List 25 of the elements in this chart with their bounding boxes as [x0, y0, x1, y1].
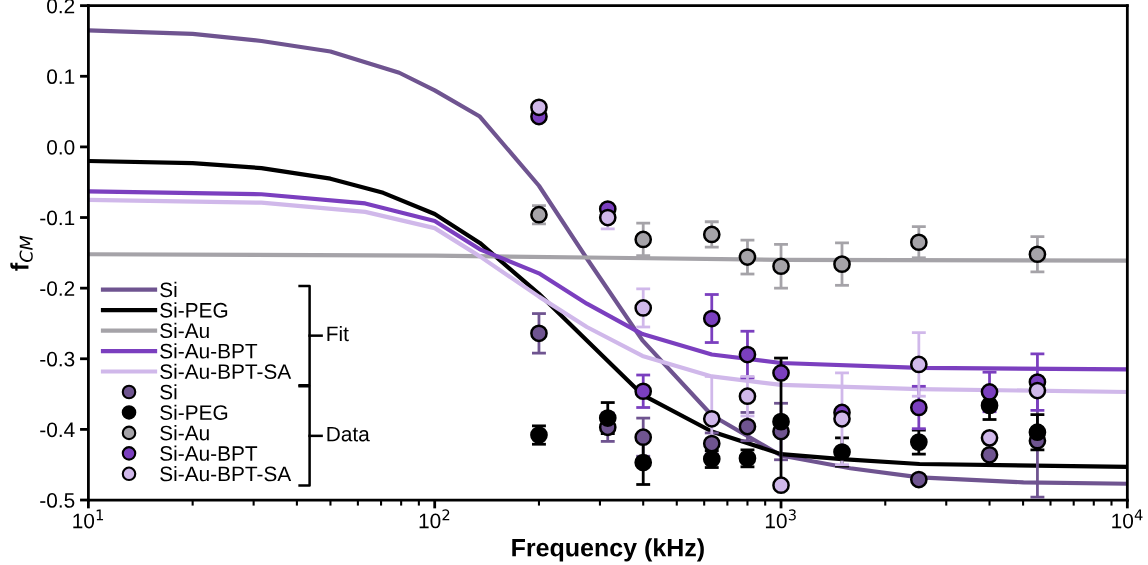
y-tick-label: -0.5 [40, 493, 75, 508]
x-tick-label: 10$^{3}$ [765, 509, 796, 529]
y-tick-label: 0.1 [47, 69, 75, 85]
legend-label: Si-Au-BPT-SA [160, 466, 292, 482]
y-tick-label: -0.4 [40, 422, 75, 438]
y-tick-label: -0.3 [40, 351, 75, 367]
legend-label: Si-Au [160, 425, 209, 441]
y-tick-label: 0.0 [47, 139, 75, 155]
legend-label: Si-Au-BPT-SA [160, 363, 292, 380]
legend-label: Si-Au-BPT [160, 445, 258, 461]
legend-label: Si [160, 281, 177, 298]
annotation: Fit [327, 325, 349, 342]
x-tick-label: 10$^{2}$ [419, 509, 450, 529]
x-tick-label: 10$^{1}$ [73, 509, 104, 529]
legend-label: Si-Au [160, 322, 209, 339]
x-axis-title: Frequency (kHz) [512, 538, 704, 562]
legend-label: Si-Au-BPT [160, 343, 258, 359]
y-axis-title: f$_{CM}$ [10, 235, 33, 271]
y-tick-label: -0.1 [40, 210, 75, 226]
y-tick-label: -0.2 [40, 281, 75, 296]
x-tick-label: 10$^{4}$ [1112, 509, 1143, 529]
legend-label: Si-PEG [160, 302, 228, 318]
annotation: Data [327, 426, 370, 442]
legend-label: Si-PEG [160, 404, 228, 420]
legend-label: Si [160, 384, 177, 400]
